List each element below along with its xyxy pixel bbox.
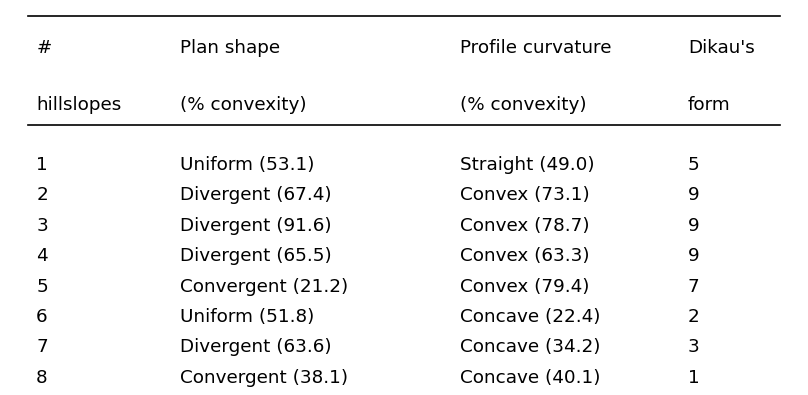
Text: Convex (63.3): Convex (63.3) [460,247,590,265]
Text: 5: 5 [688,156,700,174]
Text: 7: 7 [36,338,48,356]
Text: 9: 9 [688,186,700,204]
Text: Convex (78.7): Convex (78.7) [460,217,590,235]
Text: 3: 3 [688,338,700,356]
Text: Convex (79.4): Convex (79.4) [460,278,590,295]
Text: Straight (49.0): Straight (49.0) [460,156,595,174]
Text: Uniform (53.1): Uniform (53.1) [180,156,314,174]
Text: Concave (34.2): Concave (34.2) [460,338,600,356]
Text: Divergent (67.4): Divergent (67.4) [180,186,332,204]
Text: (% convexity): (% convexity) [180,96,307,115]
Text: 1: 1 [36,156,48,174]
Text: 3: 3 [36,217,48,235]
Text: Concave (22.4): Concave (22.4) [460,308,600,326]
Text: 8: 8 [36,369,48,387]
Text: 5: 5 [36,278,48,295]
Text: Divergent (91.6): Divergent (91.6) [180,217,332,235]
Text: Divergent (63.6): Divergent (63.6) [180,338,332,356]
Text: 2: 2 [36,186,48,204]
Text: Uniform (51.8): Uniform (51.8) [180,308,314,326]
Text: Profile curvature: Profile curvature [460,39,612,57]
Text: #: # [36,39,52,57]
Text: Divergent (65.5): Divergent (65.5) [180,247,332,265]
Text: Dikau's: Dikau's [688,39,755,57]
Text: Plan shape: Plan shape [180,39,280,57]
Text: 6: 6 [36,308,48,326]
Text: Convergent (21.2): Convergent (21.2) [180,278,348,295]
Text: (% convexity): (% convexity) [460,96,587,115]
Text: 4: 4 [36,247,48,265]
Text: Concave (40.1): Concave (40.1) [460,369,600,387]
Text: 9: 9 [688,217,700,235]
Text: hillslopes: hillslopes [36,96,121,115]
Text: 1: 1 [688,369,700,387]
Text: form: form [688,96,730,115]
Text: 7: 7 [688,278,700,295]
Text: Convex (73.1): Convex (73.1) [460,186,590,204]
Text: 9: 9 [688,247,700,265]
Text: Convergent (38.1): Convergent (38.1) [180,369,348,387]
Text: 2: 2 [688,308,700,326]
